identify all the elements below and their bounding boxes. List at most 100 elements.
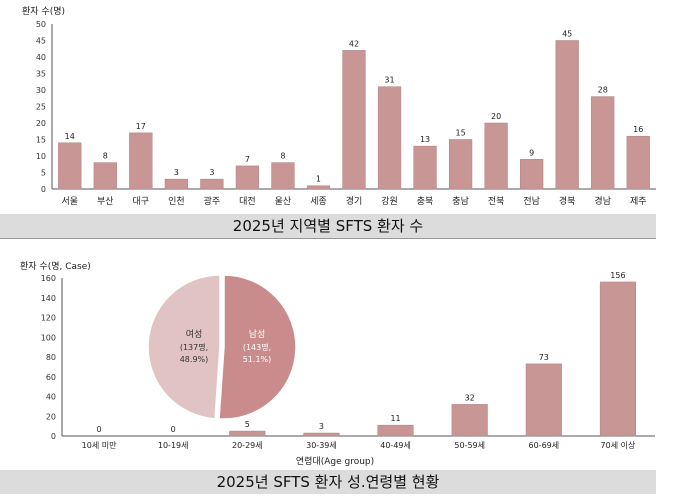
data-label: 32 bbox=[465, 393, 475, 402]
y-tick-label: 45 bbox=[36, 37, 46, 46]
bar-c1-9 bbox=[377, 86, 402, 190]
y-tick-label: 120 bbox=[41, 314, 56, 323]
x-tick-label: 대전 bbox=[239, 196, 256, 207]
data-label: 15 bbox=[455, 129, 465, 138]
chart2-ylabel: 환자 수(명, Case) bbox=[20, 260, 91, 272]
bar-c1-8 bbox=[342, 50, 366, 190]
data-label: 14 bbox=[65, 132, 75, 141]
bar-c2-6 bbox=[525, 363, 562, 437]
bar-c1-7 bbox=[306, 185, 331, 190]
bar-c2-2 bbox=[229, 430, 266, 437]
x-tick-label: 20-29세 bbox=[232, 441, 263, 450]
pie-female-pct: 48.9%) bbox=[180, 355, 209, 364]
chart2-xlabel: 연령대(Age group) bbox=[296, 455, 374, 467]
y-tick-label: 0 bbox=[51, 432, 56, 441]
pie-slice-male bbox=[218, 274, 297, 420]
y-tick-label: 100 bbox=[41, 333, 56, 342]
x-tick-label: 10세 미만 bbox=[82, 441, 117, 450]
data-label: 0 bbox=[97, 425, 102, 434]
y-tick-label: 0 bbox=[41, 185, 46, 194]
x-tick-label: 충북 bbox=[417, 196, 434, 207]
pie-female-count: (137명, bbox=[180, 342, 208, 352]
bar-c1-2 bbox=[129, 132, 153, 190]
bar-c1-1 bbox=[93, 162, 117, 190]
y-tick-label: 20 bbox=[46, 412, 56, 421]
bar-c1-3 bbox=[164, 178, 188, 190]
y-tick-label: 35 bbox=[36, 70, 46, 79]
chart1-ylabel: 환자 수(명) bbox=[22, 5, 65, 17]
bar-c1-10 bbox=[413, 145, 437, 190]
x-tick-label: 제주 bbox=[630, 196, 647, 207]
x-tick-label: 충남 bbox=[452, 196, 469, 207]
data-label: 0 bbox=[171, 425, 176, 434]
y-tick-label: 25 bbox=[36, 103, 46, 112]
data-label: 1 bbox=[316, 175, 321, 184]
data-label: 16 bbox=[633, 125, 643, 134]
y-tick-label: 50 bbox=[36, 20, 46, 29]
bar-c1-14 bbox=[555, 40, 579, 190]
data-label: 11 bbox=[390, 414, 400, 423]
x-tick-label: 경남 bbox=[594, 195, 611, 207]
bar-c1-5 bbox=[235, 165, 260, 190]
x-tick-label: 40-49세 bbox=[380, 441, 411, 450]
gender-pie-chart: 여성 (137명, 48.9%) 남성 (143명, 51.1%) bbox=[147, 274, 297, 420]
y-tick-label: 60 bbox=[46, 373, 56, 382]
pie-male-count: (143명, bbox=[243, 342, 271, 352]
x-tick-label: 광주 bbox=[204, 195, 221, 207]
data-label: 42 bbox=[349, 39, 359, 48]
data-label: 8 bbox=[103, 152, 108, 161]
data-label: 8 bbox=[280, 152, 285, 161]
x-tick-label: 전남 bbox=[523, 196, 540, 207]
data-label: 3 bbox=[174, 168, 179, 177]
data-label: 3 bbox=[209, 168, 214, 177]
bar-c1-15 bbox=[591, 96, 615, 190]
y-tick-label: 15 bbox=[36, 136, 46, 145]
bar-c1-12 bbox=[484, 122, 508, 190]
x-tick-label: 강원 bbox=[381, 196, 398, 207]
x-tick-label: 30-39세 bbox=[306, 441, 337, 450]
x-tick-label: 10-19세 bbox=[158, 441, 189, 450]
bar-c1-11 bbox=[448, 139, 473, 190]
x-tick-label: 부산 bbox=[97, 196, 114, 207]
chart2-title: 2025년 SFTS 환자 성.연령별 현황 bbox=[0, 470, 656, 494]
x-tick-label: 60-69세 bbox=[529, 441, 560, 450]
x-tick-label: 인천 bbox=[168, 196, 185, 207]
age-bar-chart: 환자 수(명, Case) 0 20 40 60 80 100 120 140 160 0 0 5 3… bbox=[20, 260, 655, 467]
bar-c2-7 bbox=[599, 281, 636, 437]
y-tick-label: 80 bbox=[46, 353, 56, 362]
y-tick-label: 30 bbox=[36, 86, 46, 95]
bar-c1-16 bbox=[626, 135, 650, 190]
data-label: 156 bbox=[610, 271, 625, 280]
y-tick-label: 20 bbox=[36, 119, 46, 128]
data-label: 28 bbox=[598, 86, 608, 95]
x-tick-label: 대구 bbox=[133, 196, 150, 207]
x-tick-label: 50-59세 bbox=[454, 441, 485, 450]
x-tick-label: 전북 bbox=[488, 196, 505, 207]
pie-male-pct: 51.1%) bbox=[243, 355, 272, 364]
data-label: 13 bbox=[420, 135, 430, 144]
pie-male-name: 남성 bbox=[249, 329, 266, 340]
bar-c1-0 bbox=[58, 142, 82, 190]
y-tick-label: 140 bbox=[41, 294, 56, 303]
y-tick-label: 160 bbox=[41, 274, 56, 283]
y-tick-label: 40 bbox=[46, 393, 56, 402]
x-tick-label: 경북 bbox=[559, 195, 576, 207]
x-tick-label: 70세 이상 bbox=[601, 440, 636, 450]
x-tick-label: 울산 bbox=[275, 196, 292, 207]
section-divider bbox=[0, 238, 656, 239]
x-tick-label: 서울 bbox=[61, 196, 78, 207]
pie-female-name: 여성 bbox=[186, 328, 203, 340]
y-tick-label: 10 bbox=[36, 152, 46, 161]
data-label: 73 bbox=[539, 353, 549, 362]
y-tick-label: 5 bbox=[41, 169, 46, 178]
pie-slice-female bbox=[147, 274, 221, 420]
bar-c1-13 bbox=[520, 159, 544, 190]
data-label: 5 bbox=[245, 420, 250, 429]
regional-bar-chart: 환자 수(명) 0 5 10 15 20 25 30 35 40 45 50 14 8 17 3 3 7 8 1 4… bbox=[22, 5, 656, 207]
bar-c2-3 bbox=[303, 432, 340, 437]
data-label: 9 bbox=[529, 148, 534, 157]
data-label: 7 bbox=[245, 155, 250, 164]
data-label: 45 bbox=[562, 30, 572, 39]
data-label: 3 bbox=[319, 422, 324, 431]
bar-c1-4 bbox=[200, 178, 224, 190]
